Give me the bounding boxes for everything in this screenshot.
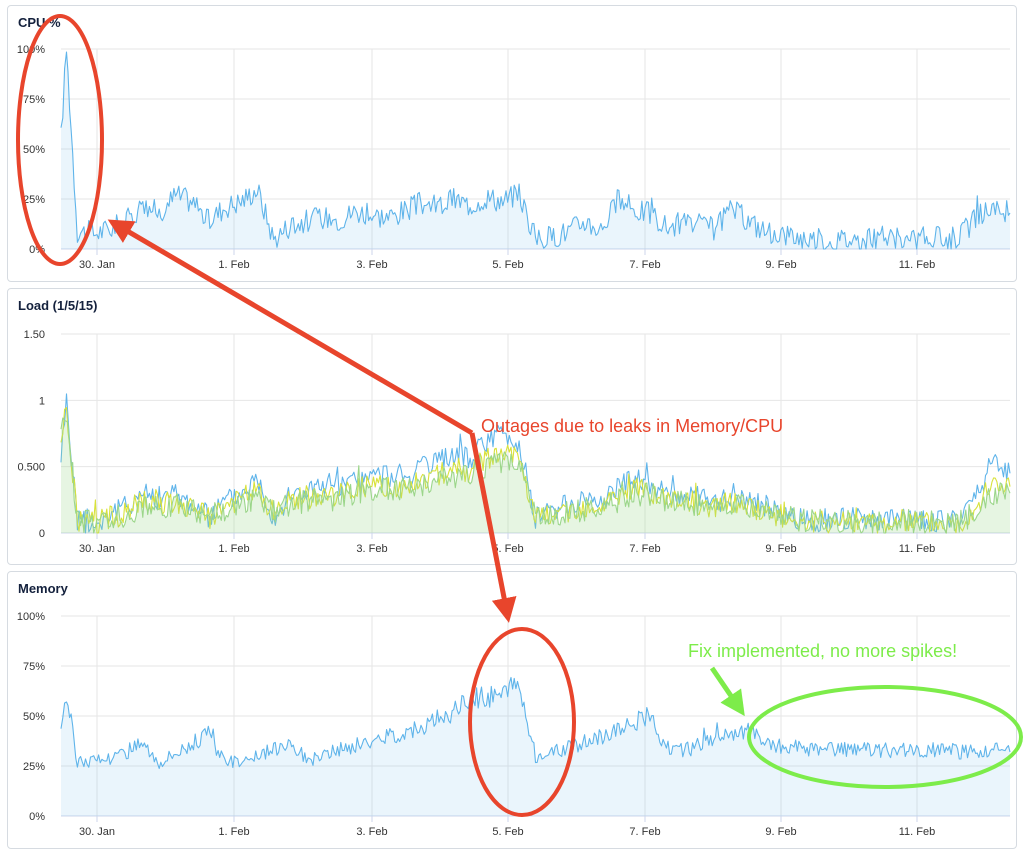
x-tick-label: 5. Feb (492, 259, 523, 271)
x-tick-label: 9. Feb (765, 543, 796, 555)
fix-arrow (709, 666, 745, 717)
x-tick-label: 30. Jan (79, 543, 115, 555)
x-tick-label: 7. Feb (629, 543, 660, 555)
series-line (60, 676, 1011, 770)
y-tick-label: 0 (39, 528, 45, 540)
memory-chart-title: Memory (18, 581, 68, 596)
x-tick-label: 30. Jan (79, 259, 115, 271)
x-tick-label: 9. Feb (765, 826, 796, 838)
x-tick-label: 7. Feb (629, 826, 660, 838)
x-tick-label: 3. Feb (356, 826, 387, 838)
y-tick-label: 75% (23, 94, 45, 106)
x-tick-label: 30. Jan (79, 826, 115, 838)
x-tick-label: 11. Feb (899, 826, 936, 838)
y-tick-label: 0.500 (17, 462, 45, 474)
x-tick-label: 1. Feb (218, 543, 249, 555)
outage-annotation: Outages due to leaks in Memory/CPU (481, 416, 783, 436)
y-tick-label: 50% (23, 144, 45, 156)
y-tick-label: 50% (23, 711, 45, 723)
x-tick-label: 11. Feb (899, 259, 936, 271)
y-tick-label: 1 (39, 395, 45, 407)
series-area-fill (61, 677, 1010, 816)
x-tick-label: 7. Feb (629, 259, 660, 271)
cpu-panel: CPU % 0% 25% 50% 75% 100% 30. Jan 1. Feb 3. Feb… (7, 5, 1017, 282)
outage-arrow-to-memory (469, 432, 517, 623)
series-area-fill (61, 418, 1010, 533)
y-tick-label: 100% (17, 611, 45, 623)
y-tick-label: 25% (23, 761, 45, 773)
y-tick-label: 1.50 (24, 329, 45, 341)
series-area-fill (61, 52, 1010, 249)
y-tick-label: 75% (23, 661, 45, 673)
x-tick-label: 9. Feb (765, 259, 796, 271)
series-line (60, 393, 1011, 534)
cpu-spike-highlight-ellipse (16, 14, 104, 266)
x-tick-label: 3. Feb (356, 543, 387, 555)
stable-memory-highlight-ellipse (747, 685, 1023, 789)
x-tick-label: 11. Feb (899, 543, 936, 555)
memory-chart: 0% 25% 50% 75% 100% 30. Jan 1. Feb 3. Feb 5. Feb… (17, 611, 1011, 838)
y-tick-label: 25% (23, 194, 45, 206)
memory-panel: Memory 0% 25% 50% 75% 100% 30. Jan 1. Feb 3. Fe… (7, 571, 1017, 849)
x-tick-label: 1. Feb (218, 259, 249, 271)
load-chart: 0 0.500 1 1.50 30. Jan 1. Feb 3. Feb 5. Feb 7. F… (17, 329, 1011, 555)
y-tick-label: 0% (29, 811, 45, 823)
x-tick-label: 5. Feb (492, 543, 523, 555)
fix-annotation: Fix implemented, no more spikes! (688, 641, 957, 661)
x-tick-label: 3. Feb (356, 259, 387, 271)
cpu-chart: 0%25%50%75%100%30. Jan 1. Feb 3. Feb 5. Feb… (17, 44, 1011, 271)
x-tick-label: 1. Feb (218, 826, 249, 838)
x-tick-label: 5. Feb (492, 826, 523, 838)
load-panel: Load (1/5/15) 0 0.500 1 1.50 30. Jan 1. Feb 3.… (7, 288, 1017, 565)
series-line (60, 407, 1011, 534)
series-line (60, 417, 1011, 534)
outage-arrow-to-cpu (107, 219, 474, 436)
load-chart-title: Load (1/5/15) (18, 298, 98, 313)
memory-spike-highlight-ellipse (468, 627, 576, 817)
series-line (60, 51, 1011, 250)
